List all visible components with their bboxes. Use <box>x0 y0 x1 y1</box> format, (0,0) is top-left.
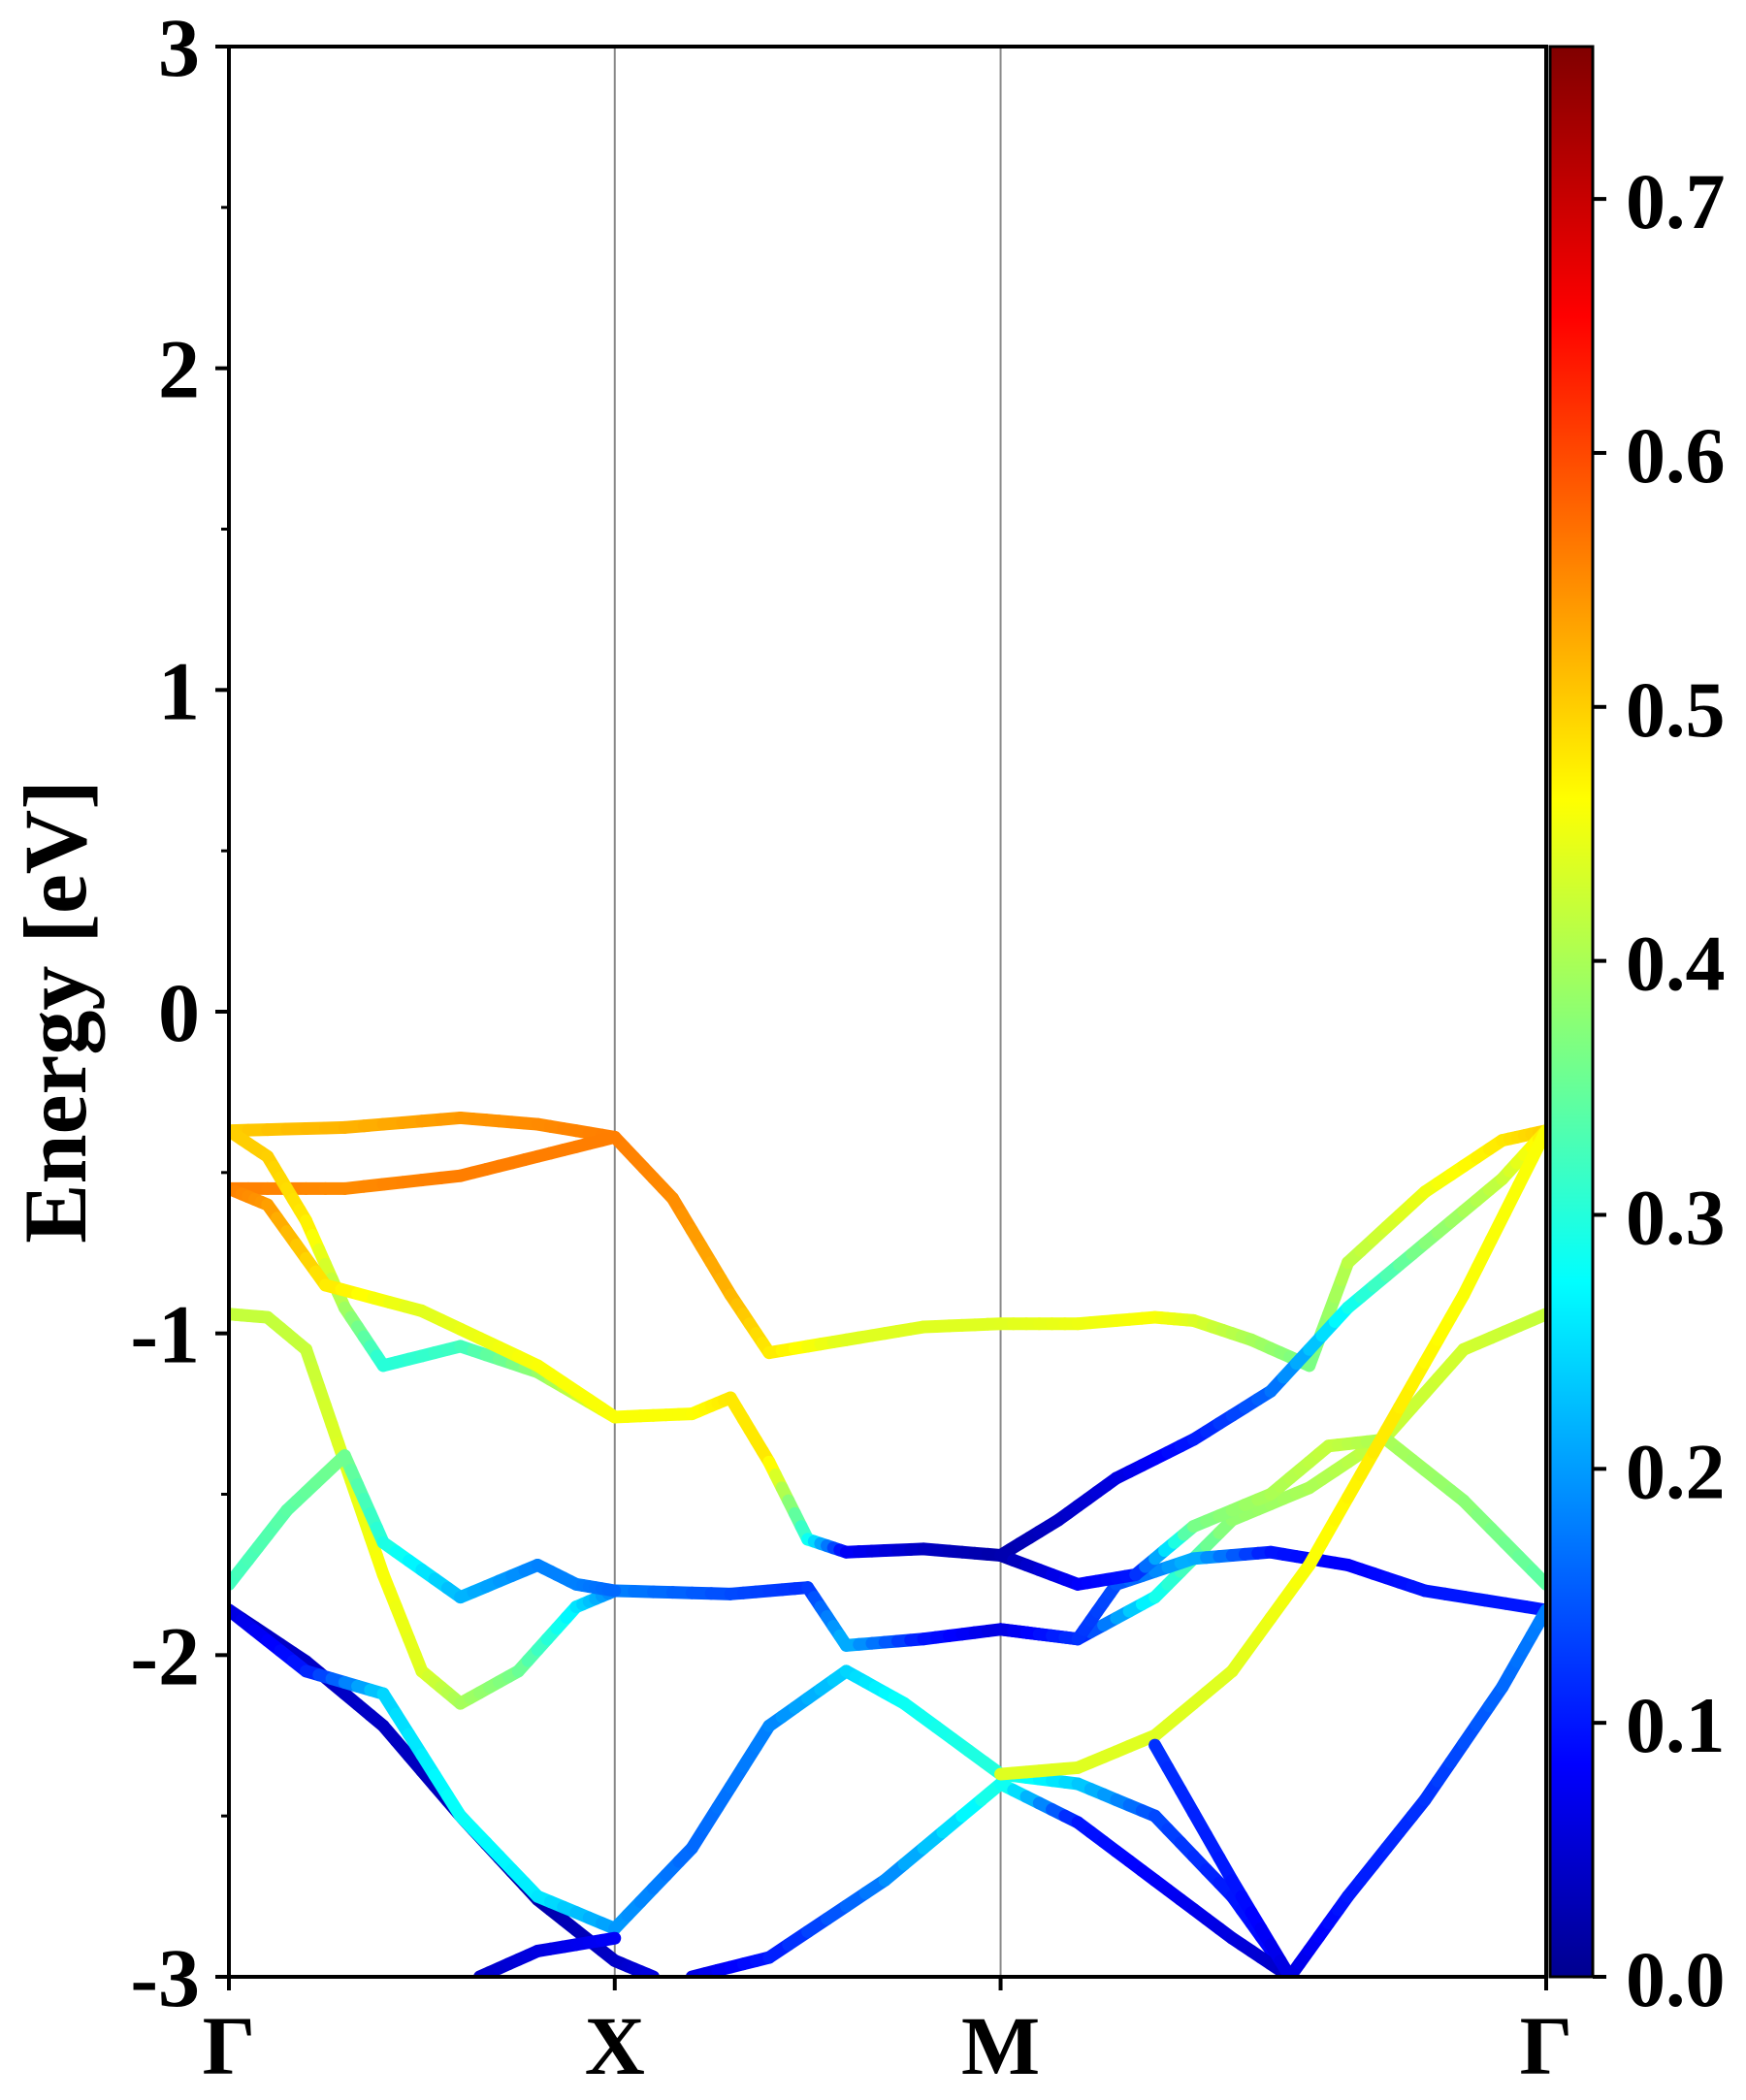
colorbar-gradient <box>1548 45 1595 1979</box>
band-8 <box>994 1433 1546 1591</box>
band-segment <box>601 1583 622 1598</box>
band-segment <box>596 1130 622 1147</box>
x-tick-label-M: M <box>961 1999 1040 2092</box>
band-4 <box>229 1181 622 1424</box>
y-axis-ticks: -3 -2 -1 0 1 2 3 <box>130 1 229 2024</box>
band-segment <box>1526 1564 1546 1591</box>
band-10 <box>229 1603 1297 1977</box>
band-segment <box>1526 1124 1546 1165</box>
band-segment <box>596 1402 622 1424</box>
x-tick-label-X: X <box>585 1999 645 2092</box>
colorbar-tick-label: 0.5 <box>1626 665 1726 754</box>
band-segment <box>596 1931 622 1947</box>
band-13 <box>994 1124 1546 1781</box>
band-6 <box>229 1449 622 1604</box>
colorbar-tick-label: 0.1 <box>1626 1681 1726 1769</box>
y-tick-label: 2 <box>158 323 200 416</box>
band-segment <box>1526 1308 1546 1327</box>
bands-layer <box>229 47 1546 1977</box>
y-tick-label: 1 <box>158 644 200 737</box>
colorbar-tick-label: 0.7 <box>1626 157 1726 245</box>
band-11 <box>473 1931 622 1977</box>
y-tick-label: -3 <box>130 1931 200 2024</box>
colorbar-tick-label: 0.2 <box>1626 1427 1726 1515</box>
colorbar-tick-label: 0.3 <box>1626 1173 1726 1261</box>
colorbar-tick-label: 0.4 <box>1626 920 1726 1008</box>
colorbar: 0.0 0.1 0.2 0.3 0.4 0.5 0.6 0.7 <box>1548 45 1726 2023</box>
band-14 <box>1148 1603 1546 1977</box>
y-axis-label: Energy [eV] <box>6 780 105 1244</box>
colorbar-tick-label: 0.0 <box>1626 1935 1726 2023</box>
y-tick-label: 3 <box>158 1 200 94</box>
band-1 <box>229 1111 1546 1373</box>
band-7 <box>994 1545 1546 1646</box>
x-tick-label-Γ: Γ <box>203 1999 256 2092</box>
colorbar-tick-label: 0.6 <box>1626 411 1726 500</box>
y-tick-label: -2 <box>130 1609 200 1702</box>
y-tick-label: -1 <box>130 1288 200 1381</box>
y-tick-label: 0 <box>158 966 200 1059</box>
x-tick-label-Γ: Γ <box>1520 1999 1573 2092</box>
